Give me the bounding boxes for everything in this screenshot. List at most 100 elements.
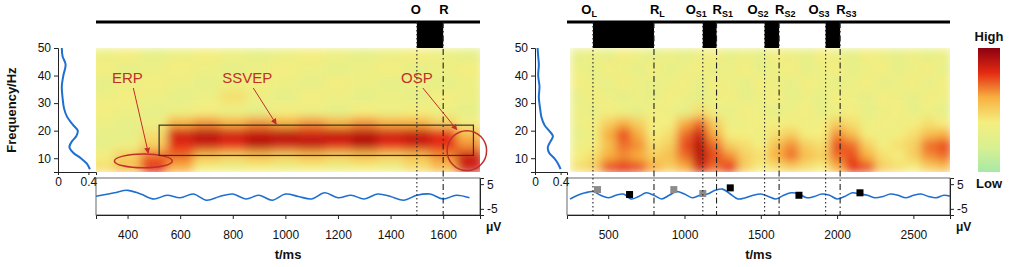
heatmap-cell (845, 62, 861, 76)
heatmap-cell (272, 161, 299, 172)
x-tick-mark (391, 215, 392, 219)
heatmap-cell (692, 103, 708, 117)
y-tick: 30 (38, 96, 58, 110)
heatmap-cell (906, 89, 922, 103)
heatmap-cell (193, 117, 220, 129)
x-tick-label: 1000 (273, 228, 300, 242)
heatmap-cell (96, 139, 115, 151)
heatmap-cell (845, 48, 861, 62)
heatmap-cell (96, 89, 115, 103)
signal-y-tick: -5 (950, 202, 968, 216)
heatmap-cell (246, 89, 273, 103)
heatmap-cell (936, 48, 950, 62)
heatmap-cell (707, 89, 723, 103)
heatmap-cell (96, 128, 115, 140)
y-tick-mark (54, 158, 58, 159)
heatmap-cell (616, 76, 632, 90)
heatmap-cell (193, 76, 220, 90)
heatmap-cell (784, 139, 800, 151)
signal-y-tick-mark (950, 184, 954, 185)
heatmap-cell (921, 103, 937, 117)
annotation-label: ERP (112, 69, 143, 86)
heatmap-cell (860, 161, 876, 172)
x-tick-label: 2500 (901, 228, 928, 242)
heatmap-cell (456, 89, 480, 103)
event-line (416, 22, 417, 215)
heatmap-cell (193, 161, 220, 172)
heatmap-cell (860, 89, 876, 103)
heatmap-cell (325, 103, 352, 117)
heatmap-cell (890, 103, 906, 117)
x-tick-label: 1400 (378, 228, 405, 242)
heatmap-cell (299, 117, 326, 129)
heatmap-cell (299, 89, 326, 103)
x-tick-mark (180, 215, 181, 219)
signal-unit: μV (486, 220, 501, 234)
heatmap-cell (631, 128, 647, 140)
heatmap-cell (845, 128, 861, 140)
x-tick-mark (443, 215, 444, 219)
event-label: RL (650, 2, 665, 19)
heatmap-cell (246, 161, 273, 172)
y-axis: 1020304050 (38, 41, 59, 172)
heatmap-cell (299, 76, 326, 90)
heatmap-cell (768, 48, 784, 62)
heatmap-cell (570, 150, 586, 162)
signal-line (570, 189, 950, 199)
x-tick: 800 (223, 215, 243, 242)
y-tick-mark (54, 103, 58, 104)
heatmap-cell (662, 117, 678, 129)
x-axis-title: t/ms (745, 247, 772, 262)
heatmap-cell (141, 117, 168, 129)
event-label: RS3 (836, 2, 856, 19)
heatmap-cell (921, 161, 937, 172)
heatmap-cell (799, 48, 815, 62)
signal-marker (795, 192, 802, 199)
y-tick-mark (531, 76, 535, 77)
signal-plot (96, 190, 469, 200)
heatmap-cell (456, 62, 480, 76)
x-tick: 400 (118, 215, 138, 242)
heatmap-cell (753, 139, 769, 151)
heatmap-cell (141, 103, 168, 117)
heatmap-cell (875, 62, 891, 76)
heatmap-cell (799, 103, 815, 117)
heatmap-cell (875, 150, 891, 162)
heatmap-cell (936, 89, 950, 103)
y-tick: 40 (515, 69, 535, 83)
heatmap-cell (325, 76, 352, 90)
colorbar-high: High (975, 29, 1004, 44)
heatmap-cell (351, 117, 378, 129)
heatmap-cell (616, 128, 632, 140)
heatmap-cell (890, 150, 906, 162)
heatmap-cell (723, 62, 739, 76)
heatmap-cell (829, 103, 845, 117)
heatmap-cell (692, 139, 708, 151)
heatmap-cell (616, 89, 632, 103)
heatmap-cell (906, 128, 922, 140)
heatmap-cell (585, 128, 601, 140)
signal-line (96, 190, 469, 200)
heatmap-cell (845, 89, 861, 103)
colorbar (978, 48, 1000, 172)
heatmap-cell (784, 62, 800, 76)
annotation-ellipse (447, 131, 486, 171)
heatmap-cell (114, 139, 141, 151)
heatmap (96, 48, 480, 172)
heatmap-cell (114, 117, 141, 129)
annotation-label: OSP (401, 69, 433, 86)
heatmap-cell (692, 48, 708, 62)
heatmap-cell (723, 76, 739, 90)
annotation-ellipse (114, 154, 172, 168)
heatmap-cell (692, 150, 708, 162)
heatmap-cell (616, 62, 632, 76)
heatmap-cell (677, 128, 693, 140)
heatmap-cell (601, 62, 617, 76)
spectrum-x-axis: 00.4 (55, 172, 97, 189)
heatmap-cell (377, 103, 404, 117)
heatmap-cell (768, 150, 784, 162)
heatmap-cell (141, 139, 168, 151)
x-axis: 5001000150020002500 (568, 215, 951, 242)
heatmap-cell (860, 62, 876, 76)
heatmap-cell (784, 76, 800, 90)
